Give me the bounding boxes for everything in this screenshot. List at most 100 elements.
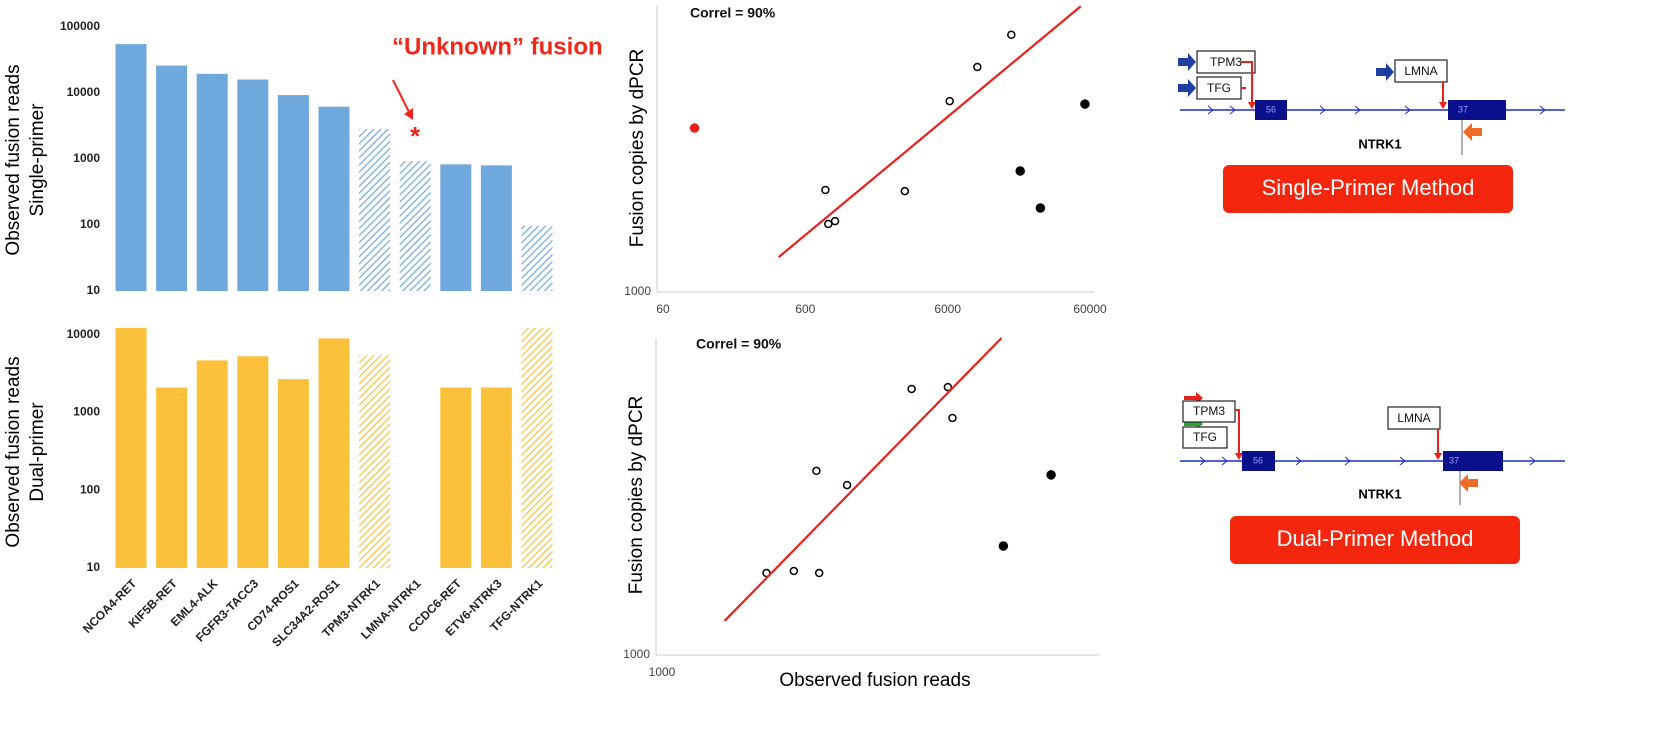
exon: [1443, 451, 1503, 471]
primer-arrow: [1178, 79, 1196, 97]
bar: [277, 95, 309, 291]
point: [1015, 166, 1025, 176]
y-axis-label: Observed fusion reads: [3, 356, 24, 547]
x-tick-label: 6000: [934, 302, 961, 316]
gene-label: LMNA: [1404, 64, 1437, 78]
primer-arrow: [1459, 474, 1478, 492]
gene-box: [1387, 406, 1441, 430]
point: [1046, 470, 1056, 480]
correlation: Correl = 90%: [690, 5, 776, 21]
exon-label: 56: [1266, 104, 1276, 114]
gene-label: TPM3: [1210, 55, 1242, 69]
bar: [399, 161, 431, 291]
exon: [1242, 451, 1275, 471]
diagram: TPM3 TFG 56 LMNA 37 NTRK1 Dual-Primer Me…: [1180, 392, 1565, 564]
gene-box: [1182, 400, 1236, 423]
gene-box: [1182, 426, 1228, 449]
gene-label: TPM3: [1193, 404, 1225, 418]
gene-name: NTRK1: [1358, 486, 1401, 501]
exon: [1255, 100, 1287, 120]
y-axis-label: Fusion copies by dPCR: [626, 396, 647, 595]
direction-marks: [1207, 105, 1546, 115]
gene-label: TFG: [1193, 430, 1217, 444]
point: [842, 480, 852, 490]
trend-line: [778, 5, 1082, 258]
bar: [480, 387, 512, 568]
point: [814, 568, 824, 578]
link-arrow: [1434, 453, 1442, 460]
bar: [440, 164, 472, 291]
y-tick-label: 10: [87, 283, 101, 297]
point: [948, 413, 957, 423]
bar: [359, 355, 391, 568]
gene-label: TFG: [1207, 81, 1231, 95]
exon-label: 37: [1458, 104, 1468, 114]
primer-arrow: [1178, 53, 1196, 71]
y-axis-label: Observed fusion reads: [3, 64, 24, 255]
point: [689, 123, 700, 133]
link-arrow: [1439, 102, 1447, 109]
bar: [480, 165, 512, 291]
point: [973, 62, 982, 72]
link-arrow: [1248, 102, 1256, 109]
point: [945, 96, 954, 106]
point: [1080, 99, 1090, 109]
exon-label: 56: [1253, 455, 1263, 465]
bar: [196, 73, 228, 291]
y-axis-label: Dual-primer: [27, 402, 48, 502]
annotation: “Unknown” fusion: [392, 33, 603, 60]
method-label: Dual-Primer Method: [1277, 526, 1474, 551]
y-tick-label: 100000: [60, 19, 100, 33]
y-axis-label: Single-primer: [27, 103, 48, 217]
y-tick-label: 1000: [624, 284, 651, 298]
bar: [440, 387, 472, 568]
correlation: Correl = 90%: [696, 336, 782, 352]
y-tick-label: 1000: [73, 405, 100, 419]
method-box: [1230, 516, 1520, 564]
y-tick-label: 100: [80, 482, 100, 496]
annotation-arrowhead: [404, 108, 413, 120]
bar: [156, 65, 188, 291]
direction-marks: [1199, 456, 1536, 466]
method-label: Single-Primer Method: [1262, 175, 1475, 200]
gene-box: [1196, 50, 1256, 74]
y-tick-label: 10000: [67, 85, 101, 99]
diagram: TPM3 TFG 56 LMNA 37 NTRK1 Single-Primer …: [1178, 50, 1565, 213]
y-tick-label: 100: [80, 217, 100, 231]
bar: [237, 79, 269, 292]
point: [1035, 203, 1046, 213]
y-tick-label: 1000: [73, 151, 100, 165]
x-axis-label: Observed fusion reads: [779, 670, 970, 691]
bar: [277, 379, 309, 568]
annotation-arrow: [392, 79, 410, 113]
point: [907, 384, 916, 394]
point: [824, 219, 833, 229]
point: [998, 541, 1009, 551]
bar: [115, 44, 147, 291]
bar: [237, 356, 269, 568]
point: [943, 382, 953, 392]
point: [1007, 30, 1016, 40]
link-arrow: [1235, 453, 1243, 460]
primer-arrow: [1376, 63, 1394, 81]
x-tick-label: 60000: [1073, 302, 1107, 316]
y-tick-label: 10: [87, 560, 101, 574]
bar: [196, 360, 228, 568]
bar: [115, 327, 147, 568]
trend-line: [723, 337, 1003, 622]
y-tick-label: 1000: [623, 647, 650, 661]
bar: [318, 338, 350, 568]
bar: [156, 387, 188, 568]
point: [789, 566, 799, 576]
bar: [521, 327, 553, 568]
gene-label: LMNA: [1397, 411, 1430, 425]
fusion-link: [1241, 61, 1253, 104]
point: [812, 466, 821, 476]
y-tick-label: 10000: [67, 327, 101, 341]
primer-arrow: [1463, 123, 1482, 141]
point: [821, 185, 830, 195]
bar: [318, 106, 350, 291]
x-tick-label: 600: [795, 302, 815, 316]
bar: [359, 128, 391, 291]
